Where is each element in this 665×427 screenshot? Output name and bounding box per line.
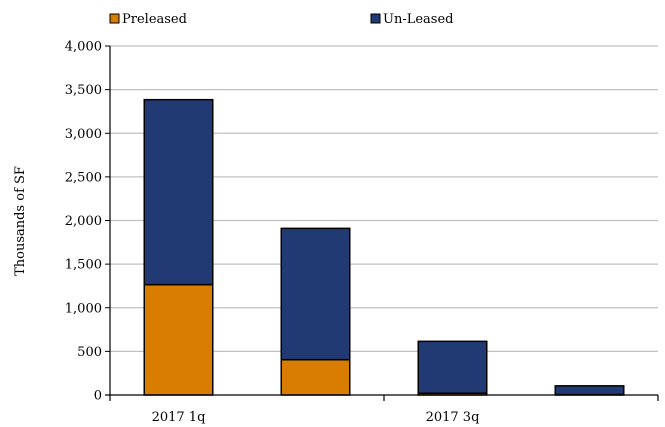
y-tick-label-8: 4,000 bbox=[65, 40, 102, 55]
legend-label-preleased: Preleased bbox=[122, 12, 187, 27]
y-tick-label-2: 1,000 bbox=[65, 301, 102, 316]
y-tick-label-6: 3,000 bbox=[65, 127, 102, 142]
legend-swatch-preleased bbox=[109, 13, 120, 24]
x-tick-label-2: 2017 3q bbox=[426, 410, 480, 425]
bar-preleased-1 bbox=[280, 358, 351, 396]
bar-un-leased-0 bbox=[143, 98, 214, 286]
y-tick-label-1: 500 bbox=[77, 345, 102, 360]
legend-swatch-unleased bbox=[370, 13, 381, 24]
bar-area bbox=[143, 98, 625, 396]
bar-un-leased-3 bbox=[554, 385, 625, 396]
bar-preleased-0 bbox=[143, 283, 214, 396]
y-tick-label-3: 1,500 bbox=[65, 258, 102, 273]
x-tick-labels: 2017 1q 2017 3q bbox=[152, 410, 480, 425]
y-tick-label-7: 3,500 bbox=[65, 83, 102, 98]
bar-un-leased-1 bbox=[280, 227, 351, 361]
y-tick-labels: 0 500 1,000 1,500 2,000 2,500 3,000 3,500 4,000 bbox=[65, 40, 102, 404]
x-tick-label-0: 2017 1q bbox=[152, 410, 206, 425]
bar-un-leased-2 bbox=[417, 340, 488, 395]
chart-legend: Preleased Un-Leased bbox=[109, 12, 453, 27]
y-axis-title: Thousands of SF bbox=[13, 166, 28, 276]
y-tick-label-5: 2,500 bbox=[65, 170, 102, 185]
y-tick-label-4: 2,000 bbox=[65, 214, 102, 229]
legend-label-unleased: Un-Leased bbox=[383, 12, 453, 27]
axes bbox=[105, 45, 659, 401]
y-tick-label-0: 0 bbox=[94, 389, 102, 404]
